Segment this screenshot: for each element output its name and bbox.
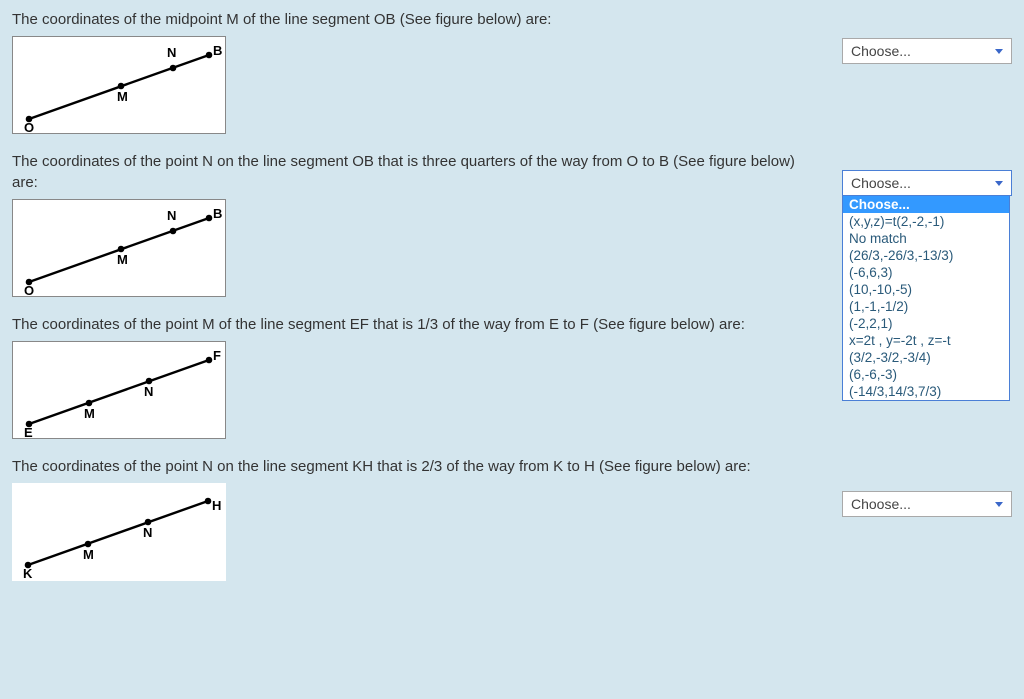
point-label-f: F [213, 348, 221, 363]
question-column: The coordinates of the midpoint M of the… [12, 8, 842, 144]
point-label-h: H [212, 498, 221, 513]
point-label-m: M [83, 547, 94, 562]
point-label-m: M [117, 252, 128, 267]
dropdown-option[interactable]: (1,-1,-1/2) [843, 298, 1009, 315]
point-label-k: K [23, 566, 32, 581]
dropdown-option[interactable]: (6,-6,-3) [843, 366, 1009, 383]
point-label-b: B [213, 206, 222, 221]
dropdown-option[interactable]: Choose... [843, 196, 1009, 213]
question-row: The coordinates of the point N on the li… [12, 455, 1012, 591]
answer-column: Choose... [842, 491, 1012, 517]
point-label-m: M [84, 406, 95, 421]
answer-column: Choose... Choose...(x,y,z)=t(2,-2,-1)No … [842, 170, 1012, 196]
question-text: The coordinates of the point M of the li… [12, 315, 822, 335]
figure-kh: K M N H [12, 483, 226, 581]
select-value: Choose... [851, 496, 911, 512]
figure-ob: O M N B [12, 36, 226, 134]
question-column: The coordinates of the point M of the li… [12, 313, 842, 449]
answer-select[interactable]: Choose... [842, 491, 1012, 517]
question-column: The coordinates of the point N on the li… [12, 150, 842, 307]
question-text: The coordinates of the point N on the li… [12, 457, 822, 477]
dropdown-option[interactable]: (26/3,-26/3,-13/3) [843, 247, 1009, 264]
answer-dropdown[interactable]: Choose...(x,y,z)=t(2,-2,-1)No match(26/3… [842, 195, 1010, 401]
dropdown-option[interactable]: (-2,2,1) [843, 315, 1009, 332]
question-row: The coordinates of the midpoint M of the… [12, 8, 1012, 144]
dropdown-option[interactable]: x=2t , y=-2t , z=-t [843, 332, 1009, 349]
point-label-b: B [213, 43, 222, 58]
answer-select[interactable]: Choose... [842, 38, 1012, 64]
dropdown-option[interactable]: (x,y,z)=t(2,-2,-1) [843, 213, 1009, 230]
answer-column: Choose... [842, 38, 1012, 64]
question-column: The coordinates of the point N on the li… [12, 455, 842, 591]
figure-ef: E M N F [12, 341, 226, 439]
figure-ob: O M N B [12, 199, 226, 297]
question-text: The coordinates of the midpoint M of the… [12, 10, 822, 30]
dropdown-option[interactable]: No match [843, 230, 1009, 247]
select-value: Choose... [851, 175, 911, 191]
question-text: The coordinates of the point N on the li… [12, 152, 822, 193]
dropdown-option[interactable]: (3/2,-3/2,-3/4) [843, 349, 1009, 366]
answer-select[interactable]: Choose... [842, 170, 1012, 196]
point-label-n: N [167, 45, 176, 60]
dropdown-option[interactable]: (10,-10,-5) [843, 281, 1009, 298]
point-label-n: N [144, 384, 153, 399]
point-label-e: E [24, 425, 33, 440]
dropdown-option[interactable]: (-6,6,3) [843, 264, 1009, 281]
point-label-o: O [24, 283, 34, 298]
point-label-n: N [167, 208, 176, 223]
question-row: The coordinates of the point N on the li… [12, 150, 1012, 307]
point-label-m: M [117, 89, 128, 104]
point-label-o: O [24, 120, 34, 135]
dropdown-option[interactable]: (-14/3,14/3,7/3) [843, 383, 1009, 400]
select-value: Choose... [851, 43, 911, 59]
point-label-n: N [143, 525, 152, 540]
